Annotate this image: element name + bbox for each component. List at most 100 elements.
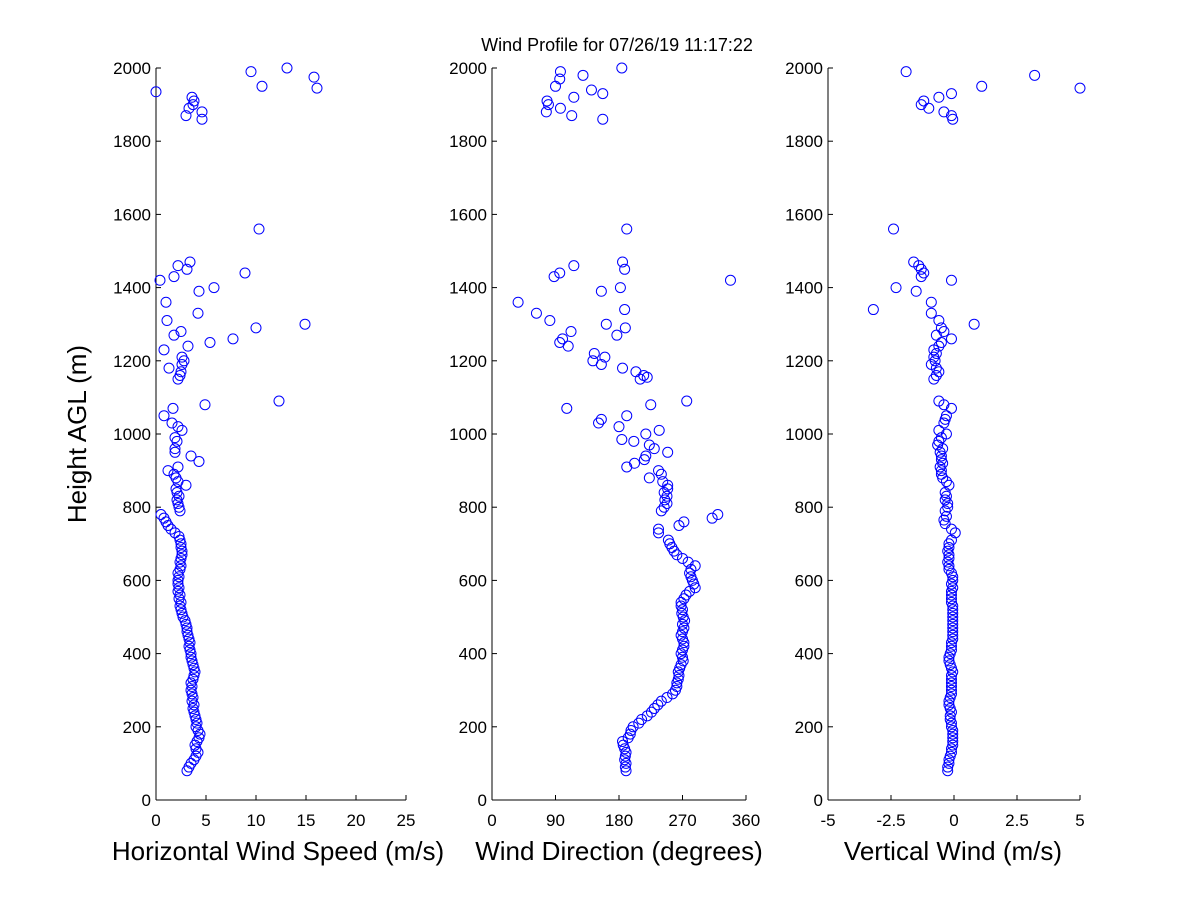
data-point — [588, 347, 600, 359]
data-point — [930, 369, 942, 381]
x-tick-label: 15 — [297, 811, 316, 830]
data-point — [655, 505, 667, 517]
y-tick-label: 400 — [459, 645, 487, 664]
data-point — [925, 358, 937, 370]
x-tick-label: 0 — [151, 811, 160, 830]
data-point — [620, 765, 632, 777]
data-point — [554, 102, 566, 114]
data-point — [933, 366, 945, 378]
data-point — [155, 509, 167, 521]
data-point — [943, 479, 955, 491]
data-point — [945, 593, 957, 605]
data-point — [193, 285, 205, 297]
data-point — [160, 296, 172, 308]
height-agl-ylabel: Height AGL (m) — [62, 345, 92, 523]
data-point — [273, 395, 285, 407]
data-point — [689, 560, 701, 572]
data-point — [942, 501, 954, 513]
data-point — [175, 326, 187, 338]
data-point — [250, 322, 262, 334]
data-point — [945, 640, 957, 652]
wind-direction-markers — [512, 62, 736, 777]
data-point — [945, 673, 957, 685]
data-point — [239, 267, 251, 279]
data-point — [935, 454, 947, 466]
data-point — [652, 699, 664, 711]
data-point — [724, 274, 736, 286]
data-point — [648, 703, 660, 714]
data-point — [617, 256, 629, 268]
data-point — [624, 728, 636, 740]
data-point — [947, 618, 959, 630]
data-point — [888, 223, 900, 235]
data-point — [1029, 69, 1041, 81]
data-point — [925, 296, 937, 308]
data-point — [938, 326, 950, 338]
data-point — [935, 337, 947, 348]
data-point — [643, 439, 655, 451]
data-point — [945, 274, 957, 286]
data-point — [943, 699, 955, 711]
data-point — [617, 735, 629, 747]
y-tick-label: 600 — [795, 571, 823, 590]
data-point — [163, 362, 175, 374]
data-point — [943, 538, 955, 550]
data-point — [658, 487, 670, 499]
data-point — [653, 465, 665, 477]
data-point — [173, 530, 185, 542]
data-point — [945, 677, 957, 689]
data-point — [245, 66, 257, 78]
data-point — [600, 318, 612, 330]
data-point — [968, 318, 980, 330]
y-tick-label: 1400 — [449, 279, 487, 298]
data-point — [630, 366, 642, 378]
data-point — [945, 567, 957, 579]
data-point — [158, 410, 170, 422]
data-point — [192, 307, 204, 319]
data-point — [867, 304, 879, 316]
data-point — [185, 450, 197, 462]
data-point — [175, 366, 187, 378]
data-point — [540, 106, 552, 118]
data-point — [150, 86, 162, 98]
data-point — [593, 417, 605, 429]
data-point — [554, 66, 566, 78]
y-tick-label: 0 — [814, 791, 823, 810]
data-point — [169, 527, 181, 539]
data-point — [915, 271, 927, 283]
data-point — [181, 626, 193, 638]
x-tick-label: 180 — [605, 811, 633, 830]
x-tick-label: 5 — [1075, 811, 1084, 830]
data-point — [180, 110, 192, 122]
x-tick-label: 20 — [347, 811, 366, 830]
data-point — [176, 549, 188, 561]
data-point — [162, 465, 174, 477]
data-point — [253, 223, 265, 235]
y-tick-label: 200 — [795, 718, 823, 737]
data-point — [554, 73, 566, 85]
data-point — [170, 483, 182, 495]
data-point — [308, 71, 320, 83]
vertical-wind-axes: 0 200 400 600 800 1000 1200 1400 1600 1800 2000 -5 -… — [785, 59, 1085, 830]
data-point — [661, 692, 673, 704]
vertical-wind-markers — [867, 66, 1086, 777]
figure-title: Wind Profile for 07/26/19 11:17:22 — [481, 35, 753, 55]
data-point — [627, 721, 639, 733]
data-point — [675, 600, 687, 612]
data-point — [653, 527, 665, 539]
x-tick-label: 10 — [247, 811, 266, 830]
y-tick-label: 1600 — [785, 205, 823, 224]
data-point — [949, 527, 961, 539]
y-tick-label: 2000 — [113, 59, 151, 78]
data-point — [645, 399, 657, 411]
data-point — [619, 263, 631, 275]
data-point — [172, 461, 184, 473]
data-point — [568, 91, 580, 103]
data-point — [548, 271, 560, 283]
data-point — [185, 651, 197, 663]
data-point — [196, 113, 208, 125]
y-tick-label: 1800 — [113, 132, 151, 151]
data-point — [918, 267, 930, 279]
data-point — [890, 282, 902, 294]
data-point — [619, 750, 631, 762]
